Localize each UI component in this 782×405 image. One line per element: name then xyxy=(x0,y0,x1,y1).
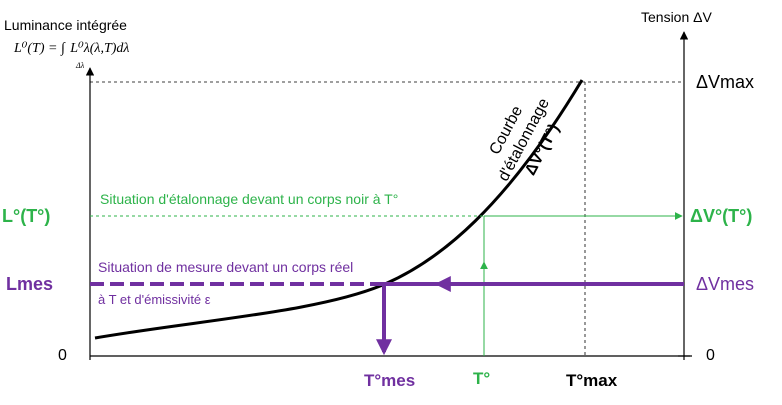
curve-label: Courbe d'étalonnage ΔV°(T°) xyxy=(487,96,564,185)
formula-subscript: Δλ xyxy=(75,61,85,70)
measurement-annotation-line1: Situation de mesure devant un corps réel xyxy=(98,259,353,275)
dvcal-label: ΔV°(T°) xyxy=(690,206,752,226)
dvmes-label: ΔVmes xyxy=(696,274,754,294)
tmax-label: T°max xyxy=(566,371,618,390)
lmes-label: Lmes xyxy=(6,274,53,294)
tmes-label: T°mes xyxy=(364,371,415,390)
measurement-annotation-line2: à T et d'émissivité ε xyxy=(98,292,211,307)
calibration-annotation: Situation d'étalonnage devant un corps n… xyxy=(100,191,398,207)
lcal-label: L°(T°) xyxy=(2,206,50,226)
tcal-label: T° xyxy=(473,369,490,388)
left-axis-formula: L⁰(T) = ∫ L⁰λ(λ,T)dλ xyxy=(13,41,130,56)
left-axis-title: Luminance intégrée xyxy=(4,17,127,33)
formula-integrand: L⁰λ(λ,T)dλ xyxy=(69,41,129,56)
left-origin-label: 0 xyxy=(58,347,67,364)
right-origin-label: 0 xyxy=(706,347,715,364)
formula-lhs: L⁰(T) = ∫ xyxy=(13,41,66,56)
dvmax-label: ΔVmax xyxy=(696,72,754,92)
right-axis-title: Tension ΔV xyxy=(641,9,712,25)
